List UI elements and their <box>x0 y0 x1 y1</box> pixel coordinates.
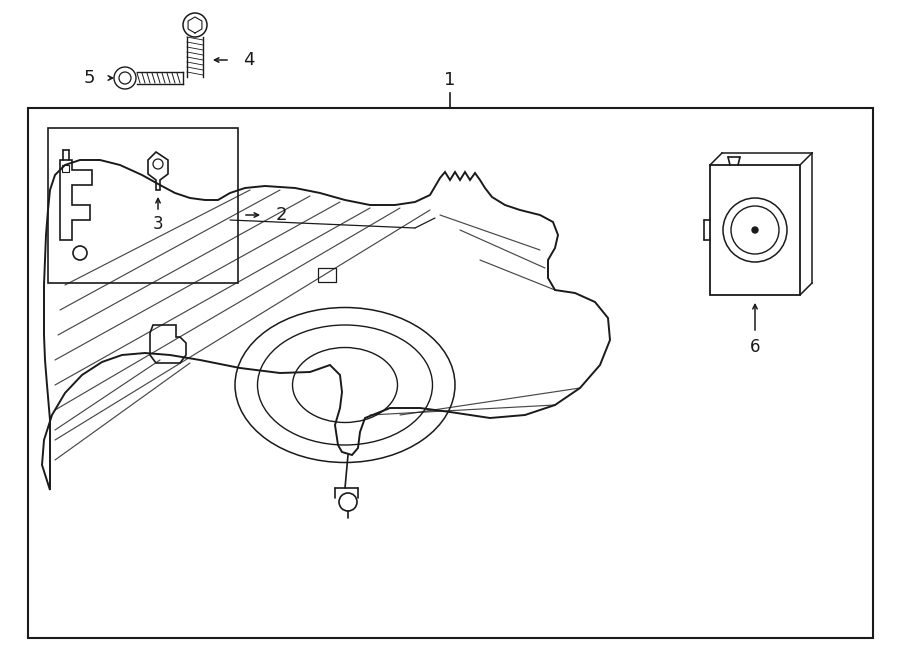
Text: 2: 2 <box>276 206 287 224</box>
Bar <box>28 108 873 638</box>
Bar <box>62 165 69 172</box>
Text: 1: 1 <box>445 71 455 89</box>
Text: 3: 3 <box>153 215 163 233</box>
Text: 6: 6 <box>750 338 760 356</box>
Text: 4: 4 <box>243 51 255 69</box>
Bar <box>48 128 238 283</box>
Bar <box>318 268 336 282</box>
Text: 5: 5 <box>84 69 95 87</box>
Circle shape <box>752 227 758 233</box>
Bar <box>710 165 800 295</box>
